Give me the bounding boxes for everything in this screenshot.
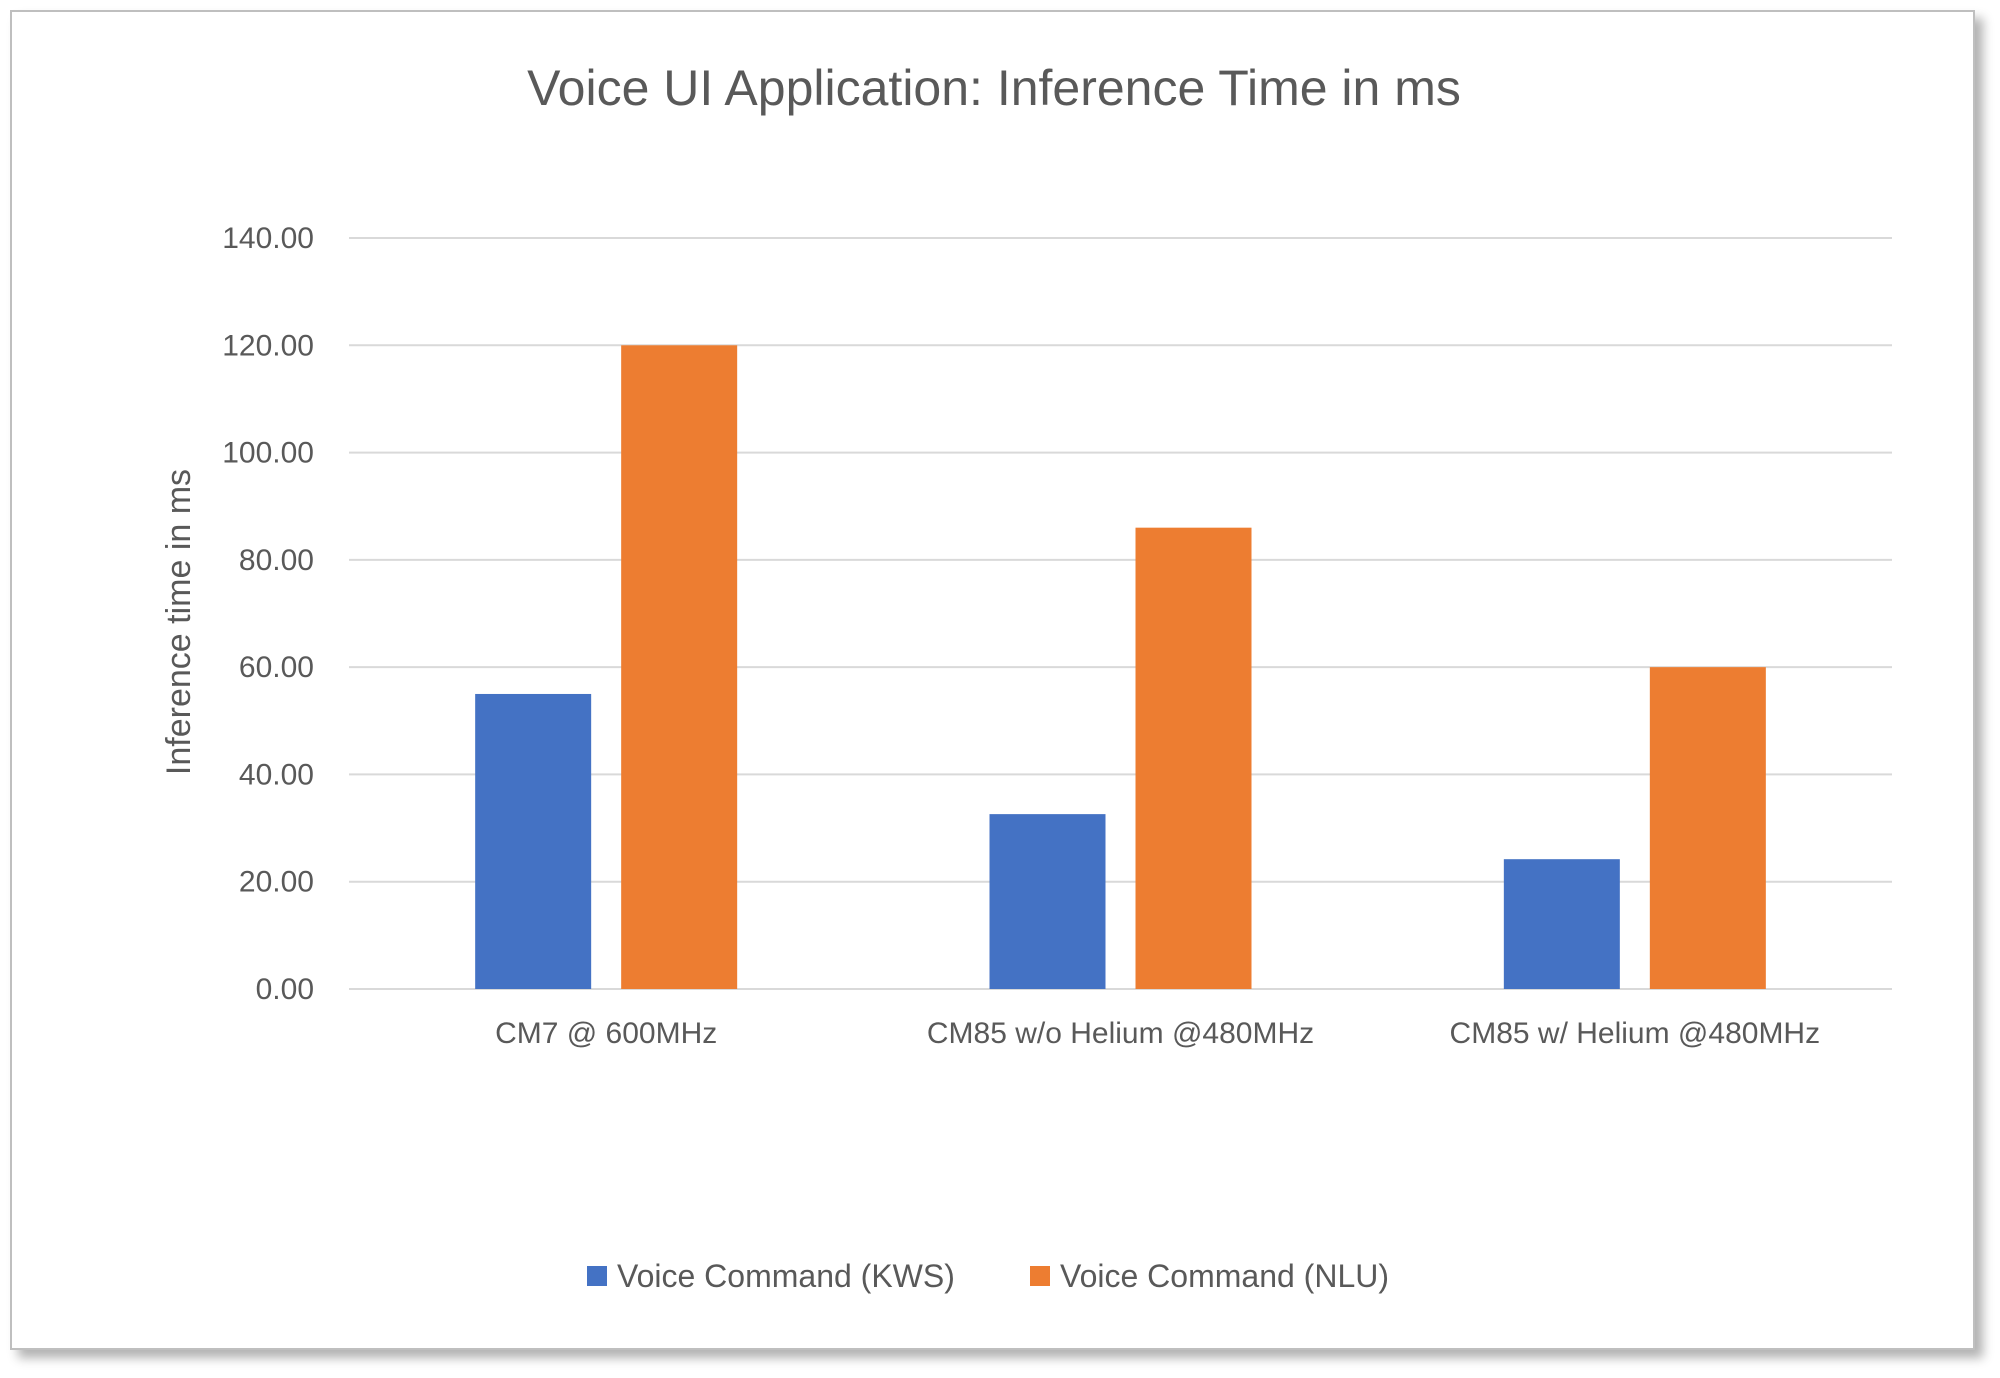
bar-nlu-2	[1649, 667, 1766, 989]
bar-nlu-1	[1135, 527, 1252, 989]
legend-label: Voice Command (KWS)	[617, 1258, 955, 1294]
chart-frame: Voice UI Application: Inference Time in …	[10, 10, 1975, 1350]
bar-kws-2	[1503, 859, 1620, 989]
bars	[475, 345, 1766, 989]
x-tick-label: CM85 w/ Helium @480MHz	[1450, 1017, 1821, 1050]
legend-swatch	[1030, 1266, 1050, 1286]
gridlines	[349, 237, 1892, 990]
x-tick-label: CM85 w/o Helium @480MHz	[927, 1017, 1314, 1050]
y-axis-ticks: 0.00 20.00 40.00 60.00 80.00 100.00 120.00 140.…	[222, 222, 314, 1006]
y-tick-label: 100.00	[222, 437, 314, 470]
y-tick-label: 40.00	[239, 758, 314, 791]
legend-label: Voice Command (NLU)	[1060, 1258, 1389, 1294]
legend-swatch	[587, 1266, 607, 1286]
x-tick-label: CM7 @ 600MHz	[495, 1017, 717, 1050]
legend: Voice Command (KWS) Voice Command (NLU)	[587, 1258, 1389, 1294]
y-tick-label: 60.00	[239, 651, 314, 684]
bar-kws-1	[989, 814, 1106, 989]
bar-nlu-0	[621, 345, 738, 989]
y-tick-label: 120.00	[222, 329, 314, 362]
y-tick-label: 20.00	[239, 866, 314, 899]
y-tick-label: 80.00	[239, 544, 314, 577]
y-tick-label: 140.00	[222, 222, 314, 255]
chart-title: Voice UI Application: Inference Time in …	[527, 60, 1461, 116]
y-tick-label: 0.00	[256, 973, 314, 1006]
chart: Voice UI Application: Inference Time in …	[160, 60, 1892, 1294]
x-axis-ticks: CM7 @ 600MHz CM85 w/o Helium @480MHz CM85 …	[495, 1017, 1820, 1050]
y-axis-label: Inference time in ms	[160, 469, 198, 775]
bar-kws-0	[475, 693, 592, 989]
